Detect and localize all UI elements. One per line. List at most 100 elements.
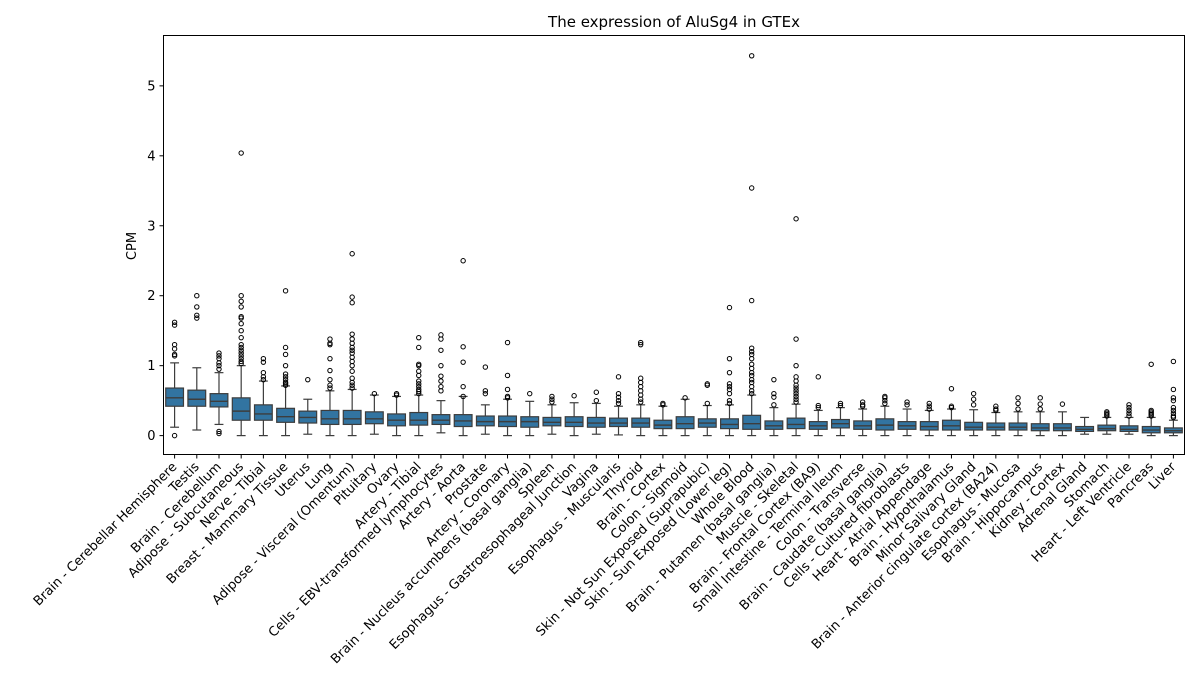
outlier-point xyxy=(460,383,466,390)
outlier-point xyxy=(771,376,777,383)
outlier-point xyxy=(549,393,555,400)
outlier-point xyxy=(1126,407,1132,414)
box xyxy=(276,407,296,423)
outlier-point xyxy=(771,394,777,400)
outlier-point xyxy=(416,361,422,367)
outlier-point xyxy=(1015,395,1021,401)
outlier-point xyxy=(704,381,710,387)
outlier-point xyxy=(260,359,267,365)
outlier-point xyxy=(993,406,999,412)
outlier-point xyxy=(238,347,244,353)
y-tick-label: 3 xyxy=(147,219,155,234)
outlier-point xyxy=(305,376,311,383)
outlier-point xyxy=(948,386,955,392)
outlier-point xyxy=(815,374,821,380)
outlier-point xyxy=(416,381,422,387)
outlier-point xyxy=(793,385,799,391)
box xyxy=(231,397,251,421)
outlier-point xyxy=(638,341,644,348)
outlier-point xyxy=(815,402,821,409)
outlier-point xyxy=(216,430,222,437)
outlier-point xyxy=(1037,401,1043,407)
outlier-point xyxy=(748,390,755,397)
outlier-point xyxy=(416,386,422,393)
outlier-point xyxy=(438,373,444,379)
outlier-point xyxy=(704,400,710,407)
outlier-point xyxy=(882,400,888,407)
outlier-point xyxy=(660,400,666,407)
outlier-point xyxy=(615,374,622,380)
outlier-point xyxy=(904,402,910,408)
outlier-point xyxy=(1170,410,1177,416)
outlier-point xyxy=(571,393,577,399)
outlier-point xyxy=(416,378,422,384)
outlier-point xyxy=(171,322,178,328)
outlier-point xyxy=(615,397,622,404)
outlier-point xyxy=(460,258,466,264)
outlier-point xyxy=(238,313,244,320)
outlier-point xyxy=(815,404,821,411)
outlier-point xyxy=(882,393,888,400)
outlier-point xyxy=(349,368,355,374)
outlier-point xyxy=(171,341,178,348)
outlier-point xyxy=(682,395,688,401)
outlier-point xyxy=(970,396,977,402)
outlier-point xyxy=(726,381,733,387)
outlier-point xyxy=(327,367,333,374)
outlier-point xyxy=(504,386,511,393)
outlier-point xyxy=(349,375,355,381)
outlier-point xyxy=(1126,402,1132,408)
outlier-point xyxy=(793,374,799,380)
outlier-point xyxy=(793,396,799,402)
outlier-point xyxy=(216,366,222,372)
outlier-point xyxy=(171,319,178,325)
outlier-point xyxy=(970,390,977,397)
box xyxy=(187,389,207,407)
outlier-point xyxy=(793,399,799,405)
outlier-point xyxy=(793,390,799,397)
outlier-point xyxy=(282,374,289,380)
outlier-point xyxy=(349,385,355,391)
outlier-point xyxy=(1037,406,1043,412)
outlier-point xyxy=(1170,404,1177,411)
outlier-point xyxy=(216,350,222,356)
plot-frame xyxy=(163,35,1185,455)
outlier-point xyxy=(260,376,267,383)
outlier-point xyxy=(460,344,466,350)
outlier-point xyxy=(1059,401,1066,407)
outlier-point xyxy=(1148,361,1154,367)
outlier-point xyxy=(194,315,200,321)
outlier-point xyxy=(1170,395,1177,401)
outlier-point xyxy=(1015,400,1021,407)
outlier-point xyxy=(282,362,289,369)
outlier-point xyxy=(349,347,355,353)
outlier-point xyxy=(993,403,999,409)
outlier-point xyxy=(638,339,644,346)
outlier-point xyxy=(371,390,378,397)
outlier-point xyxy=(438,378,444,384)
outlier-point xyxy=(793,393,799,400)
box xyxy=(786,417,806,430)
outlier-point xyxy=(726,355,733,362)
outlier-point xyxy=(216,355,222,362)
outlier-point xyxy=(926,406,932,412)
outlier-point xyxy=(216,353,222,359)
box xyxy=(209,393,229,408)
outlier-point xyxy=(238,293,244,299)
outlier-point xyxy=(859,399,866,405)
outlier-point xyxy=(1170,397,1177,404)
outlier-point xyxy=(238,355,244,362)
outlier-point xyxy=(748,372,755,379)
outlier-point xyxy=(726,397,733,404)
outlier-point xyxy=(726,400,733,407)
outlier-point xyxy=(171,432,178,439)
outlier-point xyxy=(349,300,355,306)
outlier-point xyxy=(748,379,755,386)
outlier-point xyxy=(238,334,244,341)
outlier-point xyxy=(327,382,333,388)
outlier-point xyxy=(793,388,799,394)
outlier-point xyxy=(260,369,267,376)
outlier-point xyxy=(748,348,755,355)
